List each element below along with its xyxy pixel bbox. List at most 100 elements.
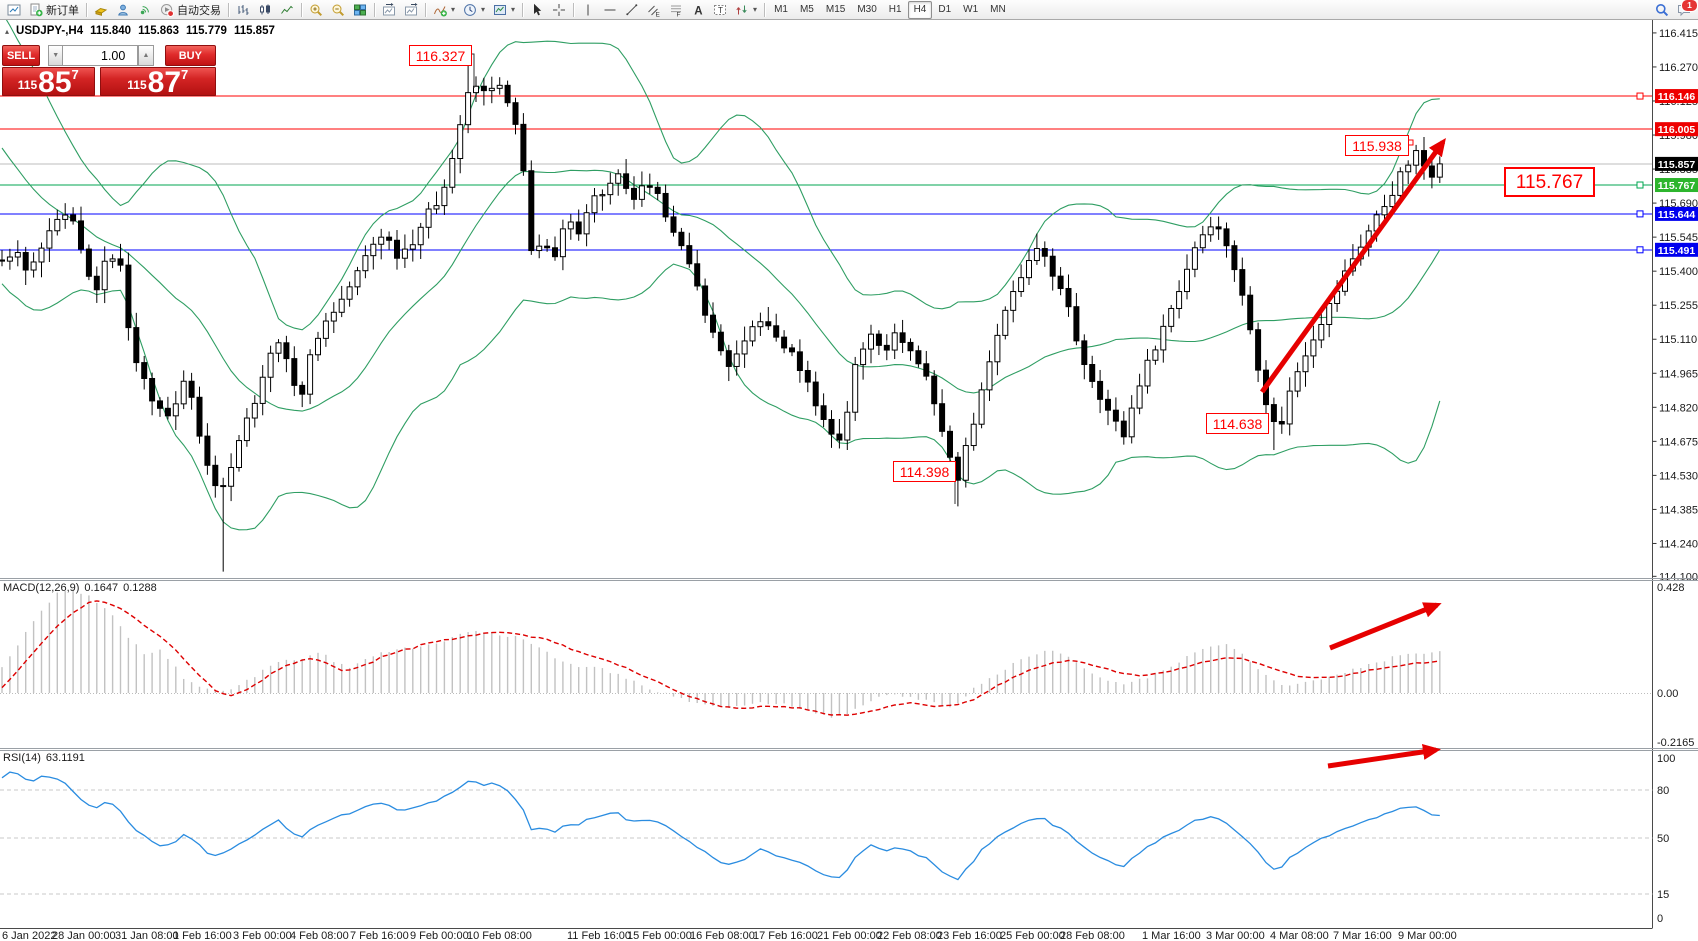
time-tick-label: 28 Feb 08:00 — [1060, 930, 1125, 941]
gold-icon — [94, 3, 108, 17]
buy-button[interactable]: BUY — [164, 45, 216, 66]
svg-text:E: E — [656, 11, 661, 17]
bar-chart-button[interactable] — [232, 0, 254, 20]
equidistant-channel-button[interactable]: E — [643, 0, 665, 20]
price-tick-label: 114.965 — [1659, 368, 1698, 380]
autotrading-button[interactable]: 自动交易 — [156, 0, 225, 20]
level-line-handle[interactable] — [1636, 246, 1644, 254]
signals-button[interactable] — [134, 0, 156, 20]
timeframe-M1[interactable]: M1 — [774, 4, 788, 15]
macd-signal-line — [1, 600, 1440, 716]
indicators-button[interactable]: ▾ — [429, 0, 459, 20]
templates-button[interactable]: ▾ — [489, 0, 519, 20]
time-tick-label: 1 Feb 16:00 — [173, 930, 232, 941]
auto-scroll-button[interactable] — [378, 0, 400, 20]
horizontal-line-button[interactable] — [599, 0, 621, 20]
search-button[interactable] — [1651, 0, 1673, 20]
price-tag-115.491 — [1655, 242, 1698, 257]
rsi-scale-label: 0 — [1657, 913, 1663, 925]
chevron-down-icon: ▾ — [481, 5, 486, 14]
timeframe-M15[interactable]: M15 — [825, 4, 846, 15]
rsi-line — [1, 771, 1440, 881]
price-tick-label: 115.255 — [1659, 300, 1698, 312]
vertical-line-button[interactable] — [577, 0, 599, 20]
clock-icon — [463, 3, 477, 17]
sell-button[interactable]: SELL — [2, 45, 41, 66]
buy-price-display[interactable]: 115 87 7 — [99, 66, 216, 99]
timeframe-H1[interactable]: H1 — [888, 4, 902, 15]
macd-label: MACD(12,26,9) 0.1647 0.1288 — [3, 582, 157, 594]
buy-price-pips: 87 — [147, 66, 182, 99]
timeframe-MN[interactable]: MN — [990, 4, 1006, 15]
chat-button[interactable]: 1 — [1673, 0, 1698, 20]
line-chart-button[interactable] — [276, 0, 298, 20]
level-line-handle[interactable] — [1636, 210, 1644, 218]
annotation-116327[interactable]: 116.327 — [409, 45, 472, 66]
text-label-button[interactable]: T — [709, 0, 731, 20]
trend-arrow-macd[interactable] — [1329, 602, 1442, 651]
macd-scale-label: -0.2165 — [1657, 737, 1694, 749]
chart-shift-button[interactable] — [400, 0, 422, 20]
tile-windows-button[interactable] — [349, 0, 371, 20]
trend-arrows[interactable] — [1259, 137, 1446, 769]
arrows-button[interactable]: ▾ — [731, 0, 761, 20]
trend-arrow-main[interactable] — [1259, 137, 1446, 394]
market-button[interactable] — [112, 0, 134, 20]
rsi-value: 63.1191 — [45, 752, 85, 764]
crosshair-icon — [552, 3, 566, 17]
price-tick-label: 116.415 — [1659, 28, 1698, 40]
toolbar-separator — [764, 2, 766, 17]
price-tag-text: 116.005 — [1658, 124, 1696, 136]
volume-decrease-button[interactable]: ▼ — [48, 45, 63, 66]
metaeditor-button[interactable] — [90, 0, 112, 20]
price-tag-115.644 — [1655, 206, 1698, 221]
level-line-handle[interactable] — [1636, 181, 1644, 189]
annotation-114398[interactable]: 114.398 — [893, 461, 956, 482]
zoom-in-icon — [309, 3, 323, 17]
buy-price-big-figure: 115 — [127, 78, 147, 92]
timeframe-H4[interactable]: H4 — [907, 0, 933, 19]
candlestick-chart-button[interactable] — [254, 0, 276, 20]
toolbar-separator — [425, 2, 426, 17]
chart-context-icon[interactable]: ▴ — [5, 26, 10, 36]
time-tick-label: 25 Feb 00:00 — [1000, 930, 1065, 941]
sell-price-display[interactable]: 115 85 7 — [2, 67, 95, 98]
timeframe-W1[interactable]: W1 — [963, 4, 979, 15]
toolbar-separator — [301, 2, 302, 17]
zoom-in-button[interactable] — [305, 0, 327, 20]
new-order-button[interactable]: 新订单 — [25, 0, 83, 20]
trendline-button[interactable] — [621, 0, 643, 20]
time-tick-label: 31 Jan 08:00 — [115, 930, 179, 941]
annotation-115938[interactable]: 115.938 — [1345, 135, 1409, 156]
level-line-handle[interactable] — [1636, 92, 1644, 100]
toolbar-separator — [86, 2, 87, 17]
symbol-header: ▴ USDJPY-,H4 115.840 115.863 115.779 115… — [5, 25, 275, 37]
volume-input[interactable] — [62, 45, 139, 66]
timeframe-M5[interactable]: M5 — [799, 4, 814, 15]
annotation-114638[interactable]: 114.638 — [1206, 413, 1269, 434]
sell-price-big-figure: 115 — [17, 78, 38, 92]
volume-increase-button[interactable]: ▲ — [138, 45, 154, 66]
pane-separators[interactable] — [0, 578, 1698, 929]
price-tick-label: 114.675 — [1659, 436, 1698, 448]
text-button[interactable]: A — [687, 0, 709, 20]
timeframe-D1[interactable]: D1 — [938, 4, 952, 15]
zoom-out-button[interactable] — [327, 0, 349, 20]
channel-icon: E — [647, 3, 661, 17]
time-tick-label: 16 Feb 08:00 — [690, 930, 755, 941]
annotation-115767[interactable]: 115.767 — [1504, 167, 1595, 197]
price-tick-label: 116.270 — [1659, 62, 1698, 74]
trend-arrow-rsi[interactable] — [1327, 743, 1441, 769]
crosshair-button[interactable] — [548, 0, 570, 20]
time-tick-label: 9 Mar 00:00 — [1398, 930, 1457, 941]
periods-button[interactable]: ▾ — [459, 0, 489, 20]
horizontal-level-lines[interactable] — [0, 92, 1653, 254]
labelT-icon: T — [713, 3, 727, 17]
fibonacci-button[interactable]: F — [665, 0, 687, 20]
new-chart-button[interactable] — [3, 0, 25, 20]
cursor-button[interactable] — [526, 0, 548, 20]
price-axis[interactable]: 116.415116.270116.125115.980115.835115.6… — [1652, 20, 1698, 928]
timeframe-M30[interactable]: M30 — [857, 4, 877, 15]
